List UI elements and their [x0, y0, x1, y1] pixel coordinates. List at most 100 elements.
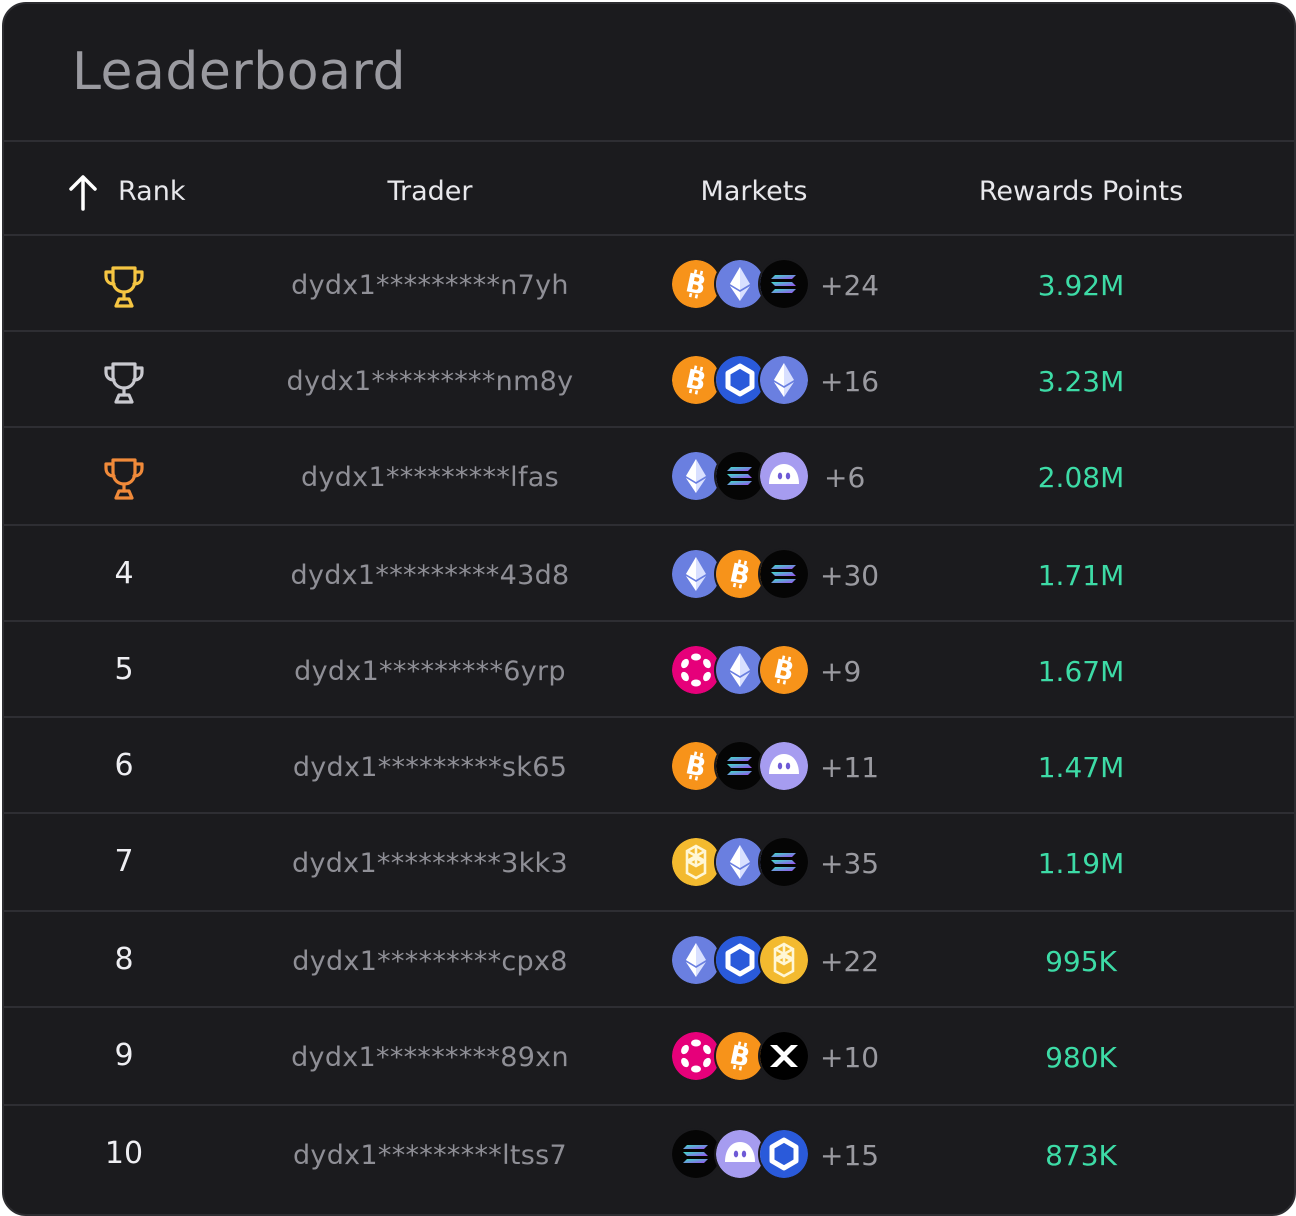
table-row[interactable]: 9 dydx1*********89xn B +10 980K — [4, 1008, 1294, 1104]
rank-number: 5 — [114, 652, 134, 687]
bitcoin-icon: B — [672, 742, 720, 790]
rank-number: 8 — [114, 942, 134, 977]
markets-list[interactable]: B +11 — [672, 718, 932, 814]
markets-list[interactable]: B +30 — [672, 526, 932, 622]
trader-address[interactable]: dydx1*********89xn — [291, 1042, 569, 1073]
table-row[interactable]: 4 dydx1*********43d8 B +30 1.71M — [4, 526, 1294, 622]
rank-number: 6 — [114, 748, 134, 783]
row-divider — [4, 1104, 1294, 1106]
markets-list[interactable]: B +24 — [672, 236, 932, 332]
row-divider — [4, 1006, 1294, 1008]
rewards-points: 3.92M — [1037, 269, 1125, 302]
rank-number: 9 — [114, 1038, 134, 1073]
rewards-points-column-header: Rewards Points — [978, 176, 1184, 207]
table-row[interactable]: 5 dydx1*********6yrp B +9 1.67M — [4, 622, 1294, 718]
rewards-points: 1.67M — [1037, 655, 1125, 688]
more-markets-count: +30 — [820, 559, 880, 592]
chainlink-icon — [716, 936, 764, 984]
table-row[interactable]: 8 dydx1*********cpx8 +22 995K — [4, 912, 1294, 1008]
table-row[interactable]: 2 dydx1*********nm8y B +16 3.23M — [4, 332, 1294, 428]
bitcoin-icon: B — [716, 550, 764, 598]
ethereum-icon — [672, 550, 720, 598]
solana-icon — [760, 838, 808, 886]
trader-address[interactable]: dydx1*********n7yh — [291, 270, 569, 301]
trader-address[interactable]: dydx1*********6yrp — [294, 656, 566, 687]
page-title: Leaderboard — [72, 42, 406, 102]
markets-list[interactable]: +22 — [672, 912, 932, 1008]
header-divider — [4, 234, 1294, 236]
trader-address[interactable]: dydx1*********3kk3 — [292, 848, 568, 879]
more-markets-count: +16 — [820, 365, 880, 398]
rewards-points: 3.23M — [1037, 365, 1125, 398]
polkadot-icon — [672, 646, 720, 694]
solana-icon — [760, 550, 808, 598]
table-row[interactable]: 6 dydx1*********sk65 B +11 1.47M — [4, 718, 1294, 814]
trader-address[interactable]: dydx1*********cpx8 — [292, 946, 568, 977]
bnb-icon — [672, 838, 720, 886]
more-markets-count: +11 — [820, 751, 880, 784]
rank-number: 4 — [114, 556, 134, 591]
chainlink-icon — [760, 1130, 808, 1178]
markets-list[interactable]: +6 — [672, 428, 932, 524]
row-divider — [4, 812, 1294, 814]
xrp-icon — [760, 1032, 808, 1080]
ethereum-icon — [760, 356, 808, 404]
markets-list[interactable]: B +16 — [672, 332, 932, 428]
more-markets-count: +10 — [820, 1041, 880, 1074]
bnb-icon — [760, 936, 808, 984]
ghost-token-icon — [716, 1130, 764, 1178]
more-markets-count: +24 — [820, 269, 880, 302]
trader-address[interactable]: dydx1*********lfas — [301, 462, 559, 493]
bitcoin-icon: B — [672, 260, 720, 308]
ethereum-icon — [716, 646, 764, 694]
more-markets-count: +22 — [820, 945, 880, 978]
more-markets-count: +35 — [820, 847, 880, 880]
arrow-up-icon — [69, 175, 97, 211]
solana-icon — [716, 452, 764, 500]
ethereum-icon — [716, 260, 764, 308]
solana-icon — [672, 1130, 720, 1178]
ethereum-icon — [716, 838, 764, 886]
ghost-token-icon — [760, 452, 808, 500]
rank-number: 7 — [114, 844, 134, 879]
rewards-points: 980K — [1045, 1041, 1117, 1074]
trader-address[interactable]: dydx1*********nm8y — [286, 366, 574, 397]
trader-address[interactable]: dydx1*********43d8 — [290, 560, 570, 591]
row-divider — [4, 620, 1294, 622]
solana-icon — [760, 260, 808, 308]
more-markets-count: +9 — [820, 655, 862, 688]
markets-list[interactable]: +15 — [672, 1106, 932, 1202]
rewards-points: 1.19M — [1037, 847, 1125, 880]
bitcoin-icon: B — [716, 1032, 764, 1080]
rank-trophy: 2 — [74, 332, 174, 428]
rewards-points: 1.47M — [1037, 751, 1125, 784]
trader-address[interactable]: dydx1*********sk65 — [292, 752, 568, 783]
row-divider — [4, 910, 1294, 912]
bitcoin-icon: B — [760, 646, 808, 694]
row-divider — [4, 716, 1294, 718]
rewards-points: 995K — [1045, 945, 1117, 978]
markets-list[interactable]: +35 — [672, 814, 932, 910]
ethereum-icon — [672, 452, 720, 500]
row-divider — [4, 426, 1294, 428]
table-row[interactable]: 3 dydx1*********lfas +6 2.08M — [4, 428, 1294, 524]
rewards-points: 873K — [1045, 1139, 1117, 1172]
table-row[interactable]: 7 dydx1*********3kk3 +35 1.19M — [4, 814, 1294, 910]
markets-list[interactable]: B +10 — [672, 1008, 932, 1104]
polkadot-icon — [672, 1032, 720, 1080]
markets-list[interactable]: B +9 — [672, 622, 932, 718]
more-markets-count: +15 — [820, 1139, 880, 1172]
table-header: Rank Trader Markets Rewards Points — [4, 144, 1294, 236]
more-markets-count: +6 — [824, 461, 866, 494]
chainlink-icon — [716, 356, 764, 404]
table-row[interactable]: 10 dydx1*********ltss7 +15 873K — [4, 1106, 1294, 1202]
rank-column-header[interactable]: Rank — [64, 144, 264, 236]
ghost-token-icon — [760, 742, 808, 790]
trader-address[interactable]: dydx1*********ltss7 — [292, 1140, 567, 1171]
row-divider — [4, 330, 1294, 332]
table-row[interactable]: 1 dydx1*********n7yh B +24 3.92M — [4, 236, 1294, 332]
rank-header-label: Rank — [118, 176, 186, 207]
divider — [4, 140, 1294, 142]
rank-trophy: 3 — [74, 428, 174, 524]
